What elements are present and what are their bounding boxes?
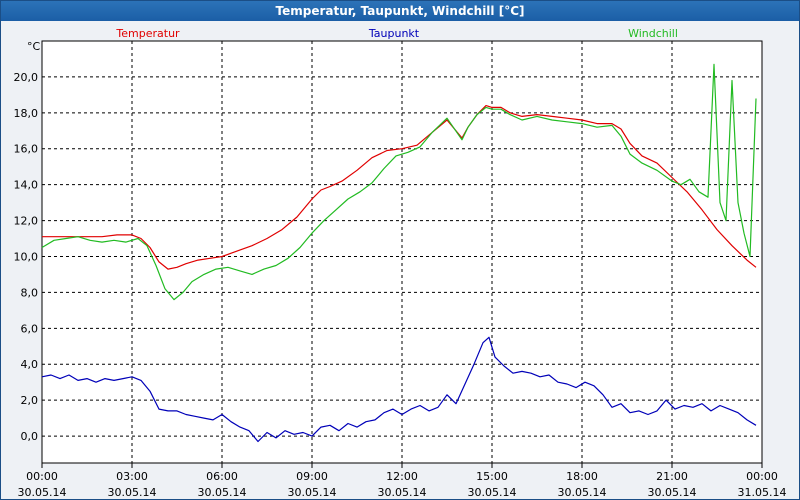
x-tick-date-label: 30.05.14 xyxy=(558,486,607,499)
x-tick-time-label: 00:00 xyxy=(746,470,778,483)
x-tick-date-label: 30.05.14 xyxy=(18,486,67,499)
x-tick-date-label: 30.05.14 xyxy=(108,486,157,499)
y-tick-label: 20,0 xyxy=(14,71,39,84)
legend: Temperatur Taupunkt Windchill xyxy=(115,27,678,40)
x-tick-date-label: 31.05.14 xyxy=(738,486,787,499)
x-tick-time-label: 15:00 xyxy=(476,470,508,483)
series-line-temperatur xyxy=(42,104,757,270)
x-tick-date-label: 30.05.14 xyxy=(288,486,337,499)
y-axis-unit-label: °C xyxy=(27,40,41,53)
y-tick-label: 12,0 xyxy=(14,215,39,228)
y-tick-label: 8,0 xyxy=(21,286,39,299)
x-tick-time-label: 06:00 xyxy=(206,470,238,483)
x-tick-date-label: 30.05.14 xyxy=(468,486,517,499)
x-tick-time-label: 18:00 xyxy=(566,470,598,483)
y-tick-label: 10,0 xyxy=(14,250,39,263)
y-tick-label: 16,0 xyxy=(14,143,39,156)
y-tick-label: 6,0 xyxy=(21,322,39,335)
chart-svg: 0,0 2,0 4,0 6,0 8,0 10,0 12,0 14,0 16,0 18,0 20,0 0… xyxy=(14,27,787,499)
legend-entry-temperatur: Temperatur xyxy=(115,27,180,40)
x-tick-time-label: 12:00 xyxy=(386,470,418,483)
y-tick-label: 0,0 xyxy=(21,430,39,443)
y-tick-label: 2,0 xyxy=(21,394,39,407)
y-tick-label: 4,0 xyxy=(21,358,39,371)
chart-title: Temperatur, Taupunkt, Windchill [°C] xyxy=(1,1,799,21)
x-tick-time-label: 03:00 xyxy=(116,470,148,483)
x-tick-date-label: 30.05.14 xyxy=(378,486,427,499)
y-tick-label: 14,0 xyxy=(14,179,39,192)
x-tick-time-label: 00:00 xyxy=(26,470,58,483)
legend-entry-windchill: Windchill xyxy=(628,27,678,40)
x-tick-date-label: 30.05.14 xyxy=(648,486,697,499)
axis-labels: 0,0 2,0 4,0 6,0 8,0 10,0 12,0 14,0 16,0 18,0 20,0 0… xyxy=(14,71,787,499)
x-tick-date-label: 30.05.14 xyxy=(198,486,247,499)
x-tick-time-label: 21:00 xyxy=(656,470,688,483)
series-line-windchill xyxy=(41,63,757,301)
x-tick-time-label: 09:00 xyxy=(296,470,328,483)
legend-entry-taupunkt: Taupunkt xyxy=(368,27,420,40)
series-line-taupunkt xyxy=(41,336,757,443)
y-tick-label: 18,0 xyxy=(14,107,39,120)
series-lines xyxy=(41,63,757,443)
